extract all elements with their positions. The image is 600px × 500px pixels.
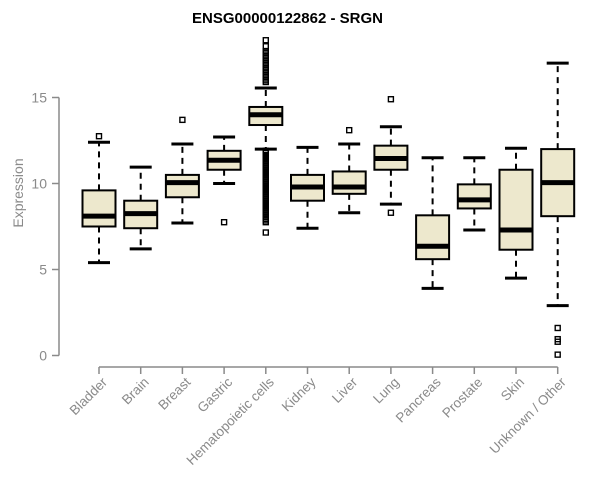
outlier-point: [554, 351, 561, 358]
boxplot-lung: [373, 96, 409, 216]
x-tick-label-brain: Brain: [119, 375, 152, 408]
outlier-point: [262, 75, 269, 82]
y-tick-label: 15: [31, 90, 47, 106]
boxplot-prostate: [456, 156, 492, 232]
boxplot-hematopoietic-cells: [248, 37, 284, 236]
outlier-point: [262, 78, 269, 86]
outlier-point: [262, 65, 269, 72]
boxplot-pancreas: [415, 156, 451, 290]
outlier-point: [262, 58, 269, 65]
boxplot-breast: [164, 116, 200, 225]
iqr-box: [81, 189, 117, 228]
y-tick-label: 10: [31, 176, 47, 192]
outlier-point: [262, 49, 269, 56]
boxplot-skin: [498, 146, 534, 280]
outlier-point: [262, 77, 269, 84]
outlier-point: [262, 59, 269, 67]
boxplot-gastric: [206, 135, 242, 226]
outlier-point: [262, 61, 269, 69]
x-tick-label-pancreas: Pancreas: [393, 374, 444, 425]
x-tick-label-breast: Breast: [155, 374, 193, 412]
outlier-point: [220, 218, 228, 226]
outlier-point: [179, 116, 186, 124]
boxplot-liver: [331, 126, 367, 215]
outlier-point: [262, 37, 269, 44]
outlier-point: [262, 229, 269, 236]
outlier-point: [262, 56, 269, 63]
outlier-point: [262, 53, 269, 60]
boxplot-bladder: [81, 132, 117, 265]
x-tick-label-unknown-other: Unknown / Other: [487, 374, 570, 457]
outlier-point: [387, 96, 395, 103]
outlier-point: [262, 66, 269, 74]
chart-title: ENSG00000122862 - SRGN: [192, 10, 383, 27]
outlier-point: [262, 54, 269, 62]
boxplot-brain: [123, 165, 159, 251]
outlier-point: [262, 71, 269, 79]
iqr-box: [164, 173, 200, 199]
outlier-point: [262, 218, 269, 226]
x-tick-label-skin: Skin: [498, 375, 527, 404]
boxplot-kidney: [290, 145, 325, 230]
outlier-point: [346, 126, 353, 134]
iqr-box: [498, 168, 534, 251]
iqr-box: [456, 183, 492, 210]
outlier-point: [554, 324, 561, 332]
outlier-point: [262, 63, 269, 70]
y-tick-label: 0: [39, 348, 47, 364]
outlier-point: [262, 70, 269, 77]
x-tick-label-gastric: Gastric: [194, 374, 235, 415]
outlier-point: [95, 132, 103, 140]
outlier-point: [262, 73, 269, 81]
y-tick-label: 5: [39, 262, 47, 278]
outlier-point: [262, 68, 269, 75]
x-tick-label-liver: Liver: [329, 374, 361, 406]
x-tick-label-bladder: Bladder: [67, 374, 111, 418]
x-tick-label-kidney: Kidney: [279, 374, 319, 414]
iqr-box: [331, 170, 367, 195]
x-tick-label-lung: Lung: [370, 375, 402, 407]
y-axis: 0 5 10 15: [31, 90, 60, 364]
iqr-box: [415, 214, 451, 261]
outlier-point: [262, 51, 269, 58]
outlier-point: [554, 338, 561, 345]
outlier-point: [387, 209, 395, 216]
x-tick-label-prostate: Prostate: [439, 375, 485, 421]
boxplot-unknown-other: [540, 61, 576, 358]
